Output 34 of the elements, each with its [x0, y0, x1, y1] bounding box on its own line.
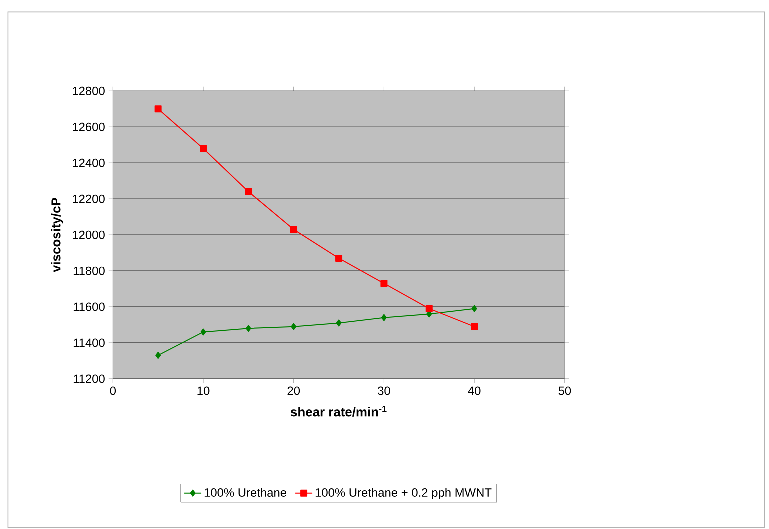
y-tick-label: 12600 [73, 122, 105, 132]
point [336, 254, 343, 262]
point [291, 323, 297, 330]
x-axis-title: shear rate/min$^{-1}$ [290, 406, 387, 417]
point [472, 305, 478, 312]
legend-label: 100% Urethane + 0.2 pph MWNT [316, 488, 492, 500]
x-tick-label: 40 [468, 386, 481, 396]
y-tick-label: 12400 [73, 158, 105, 168]
y-tick-label: 11600 [74, 302, 105, 312]
y-tick-label: 12000 [73, 230, 105, 240]
y-tick-label: 11400 [74, 338, 105, 348]
point [290, 226, 298, 234]
y-tick-label: 12200 [73, 194, 105, 204]
y-tick-label: 11200 [74, 374, 105, 384]
point [245, 188, 252, 196]
point [246, 325, 252, 332]
point [380, 280, 388, 288]
y-tick-label: 12800 [73, 86, 105, 96]
x-tick-label: 10 [198, 386, 210, 396]
y-axis-title: viscosity/cP [51, 198, 64, 272]
point [426, 305, 433, 312]
point [154, 106, 162, 113]
x-tick-label: 0 [110, 386, 116, 396]
point [381, 314, 387, 322]
legend-label: 100% Urethane [204, 488, 286, 497]
x-tick-label: 20 [288, 386, 300, 396]
x-tick-label: 30 [378, 386, 390, 396]
point [336, 320, 342, 327]
y-tick-label: 11800 [74, 266, 105, 276]
point [471, 323, 478, 330]
point [156, 352, 162, 360]
point [200, 145, 207, 152]
x-tick-label: 50 [558, 386, 572, 396]
point [200, 328, 206, 336]
